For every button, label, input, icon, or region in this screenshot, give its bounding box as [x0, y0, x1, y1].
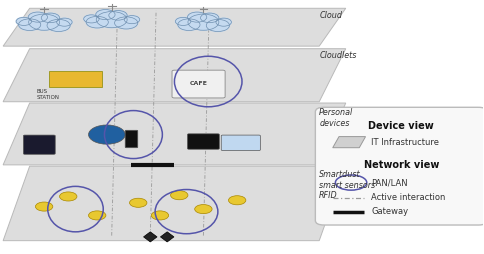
- Text: Smartdust
smart sensors
RFID: Smartdust smart sensors RFID: [319, 170, 376, 200]
- Circle shape: [170, 191, 188, 200]
- Circle shape: [89, 211, 106, 220]
- Circle shape: [35, 202, 53, 211]
- Circle shape: [175, 17, 191, 25]
- Text: Active interaction: Active interaction: [371, 193, 446, 202]
- Circle shape: [89, 125, 125, 144]
- Polygon shape: [160, 232, 174, 242]
- Text: IT Infrastructure: IT Infrastructure: [371, 138, 439, 147]
- Circle shape: [60, 192, 77, 201]
- Text: Network view: Network view: [363, 160, 439, 170]
- Text: Gateway: Gateway: [371, 207, 408, 216]
- Circle shape: [109, 11, 127, 20]
- Text: Cloud: Cloud: [319, 11, 342, 20]
- Polygon shape: [3, 103, 346, 165]
- Circle shape: [29, 14, 60, 30]
- FancyBboxPatch shape: [23, 135, 55, 154]
- Circle shape: [228, 196, 246, 205]
- Circle shape: [41, 13, 60, 23]
- FancyBboxPatch shape: [187, 134, 219, 149]
- Circle shape: [151, 211, 168, 220]
- Circle shape: [195, 204, 212, 214]
- Circle shape: [187, 12, 207, 22]
- Circle shape: [84, 15, 99, 23]
- Circle shape: [16, 17, 31, 25]
- Text: Cloudlets: Cloudlets: [319, 51, 357, 60]
- Circle shape: [86, 16, 108, 28]
- Circle shape: [206, 19, 229, 31]
- Circle shape: [124, 15, 140, 24]
- Circle shape: [188, 14, 219, 30]
- Circle shape: [216, 18, 231, 26]
- Polygon shape: [333, 137, 365, 148]
- Circle shape: [96, 11, 127, 28]
- FancyBboxPatch shape: [125, 130, 138, 148]
- Polygon shape: [3, 8, 346, 46]
- Polygon shape: [49, 71, 102, 87]
- Circle shape: [130, 198, 147, 207]
- Circle shape: [57, 18, 72, 26]
- Text: Device view: Device view: [368, 121, 434, 132]
- Polygon shape: [3, 166, 346, 241]
- Polygon shape: [3, 49, 346, 102]
- FancyBboxPatch shape: [316, 107, 484, 225]
- Text: Personal
devices: Personal devices: [319, 108, 353, 128]
- Circle shape: [178, 19, 200, 30]
- FancyBboxPatch shape: [221, 135, 260, 150]
- Text: CAFE: CAFE: [190, 81, 208, 86]
- Circle shape: [115, 17, 138, 29]
- Circle shape: [96, 10, 115, 20]
- Polygon shape: [144, 232, 157, 242]
- Circle shape: [47, 19, 70, 31]
- Text: PAN/LAN: PAN/LAN: [371, 178, 408, 187]
- Circle shape: [18, 19, 41, 30]
- FancyBboxPatch shape: [172, 70, 225, 98]
- Text: BUS
STATION: BUS STATION: [37, 89, 60, 100]
- Circle shape: [28, 12, 47, 22]
- Circle shape: [200, 13, 219, 23]
